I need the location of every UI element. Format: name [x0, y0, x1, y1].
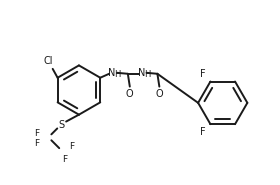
Text: H: H	[114, 70, 121, 79]
Text: S: S	[58, 120, 64, 130]
Text: F: F	[200, 69, 205, 79]
Text: N: N	[138, 68, 145, 78]
Text: Cl: Cl	[44, 56, 53, 66]
Text: F: F	[62, 155, 68, 164]
Text: F: F	[200, 127, 205, 137]
Text: H: H	[144, 70, 150, 79]
Text: F: F	[34, 139, 39, 148]
Text: N: N	[108, 68, 116, 78]
Text: O: O	[126, 90, 134, 100]
Text: F: F	[69, 142, 74, 151]
Text: O: O	[156, 90, 163, 100]
Text: F: F	[34, 129, 39, 138]
